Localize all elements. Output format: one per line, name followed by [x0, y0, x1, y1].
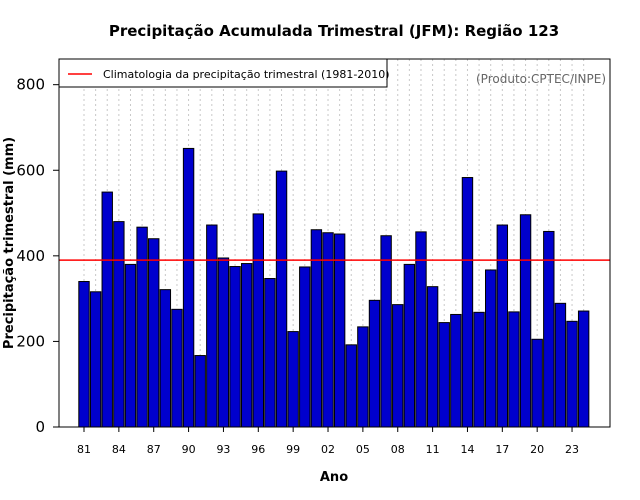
x-tick-label: 99: [286, 443, 300, 456]
bar-22: [554, 302, 567, 428]
y-tick-label: 400: [16, 247, 45, 265]
bar-03: [333, 233, 346, 428]
y-tick-label: 800: [16, 76, 45, 94]
y-tick-label: 600: [16, 161, 45, 179]
bar-14: [461, 177, 474, 428]
bar-24: [577, 310, 590, 428]
x-tick-label: 23: [565, 443, 579, 456]
bar-11: [426, 286, 439, 428]
x-tick-label: 81: [77, 443, 91, 456]
legend: Climatologia da precipitação trimestral …: [58, 58, 390, 88]
bar-86: [136, 226, 148, 428]
bars: [78, 147, 590, 428]
bar-08: [392, 304, 404, 428]
bar-89: [171, 308, 183, 428]
x-axis-title: Ano: [320, 470, 348, 485]
x-tick-label: 08: [391, 443, 405, 456]
chart-title: Precipitação Acumulada Trimestral (JFM):…: [109, 22, 559, 40]
bar-91: [194, 355, 206, 428]
x-tick-label: 02: [321, 443, 335, 456]
bar-05: [357, 326, 369, 428]
bar-15: [473, 311, 485, 428]
bar-99: [287, 331, 299, 428]
x-tick-label: 20: [530, 443, 544, 456]
x-axis: 81 84 87 90 93 96 99 02 05 08 11 14 17 20 23: [77, 427, 579, 456]
bar-81: [78, 281, 90, 428]
bar-10: [415, 231, 427, 428]
bar-95: [240, 263, 253, 428]
bar-23: [566, 320, 578, 428]
bar-02: [322, 232, 334, 428]
bar-94: [229, 266, 241, 428]
bar-85: [124, 263, 137, 428]
bar-07: [380, 235, 392, 428]
bar-18: [508, 311, 520, 428]
bar-00: [299, 266, 311, 428]
x-tick-label: 14: [460, 443, 474, 456]
bar-13: [450, 313, 462, 428]
x-tick-label: 93: [216, 443, 230, 456]
bar-90: [182, 147, 195, 428]
y-axis: 0 200 400 600 800: [16, 76, 59, 436]
bar-20: [531, 338, 543, 428]
y-tick-label: 200: [16, 332, 45, 350]
bar-06: [368, 299, 381, 428]
bar-19: [519, 214, 532, 428]
bar-12: [438, 322, 450, 428]
bar-87: [148, 238, 160, 428]
bar-84: [113, 221, 125, 428]
bar-09: [403, 263, 416, 428]
x-tick-label: 90: [182, 443, 196, 456]
x-tick-label: 84: [112, 443, 126, 456]
x-tick-label: 11: [426, 443, 440, 456]
bar-17: [496, 224, 509, 428]
bar-01: [310, 229, 323, 428]
y-tick-label: 0: [35, 418, 45, 436]
bar-82: [89, 291, 102, 428]
bar-83: [101, 191, 113, 428]
x-tick-label: 87: [147, 443, 161, 456]
legend-label: Climatologia da precipitação trimestral …: [103, 68, 390, 81]
bar-04: [345, 344, 357, 428]
bar-98: [275, 170, 288, 428]
y-axis-title: Precipitação trimestral (mm): [2, 137, 17, 349]
x-tick-label: 96: [251, 443, 265, 456]
bar-97: [264, 278, 276, 428]
x-tick-label: 17: [495, 443, 509, 456]
credit-annotation: (Produto:CPTEC/INPE): [476, 72, 606, 86]
legend-box: [58, 58, 388, 88]
bar-96: [252, 213, 265, 428]
x-tick-label: 05: [356, 443, 370, 456]
bar-93: [217, 257, 230, 428]
bar-92: [206, 224, 218, 428]
bar-88: [159, 289, 172, 428]
bar-16: [485, 269, 497, 428]
